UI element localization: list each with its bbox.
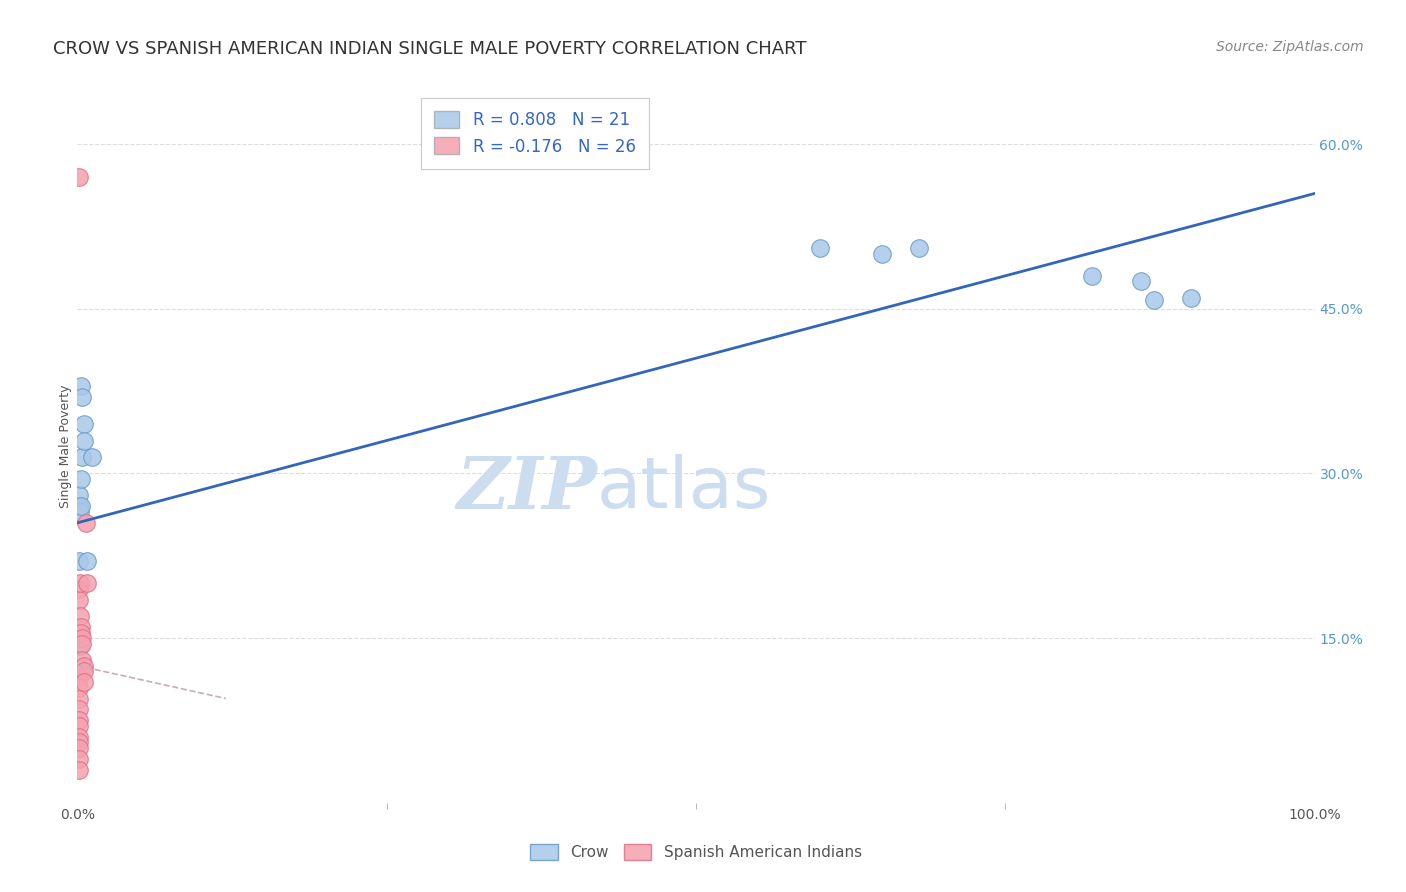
Text: CROW VS SPANISH AMERICAN INDIAN SINGLE MALE POVERTY CORRELATION CHART: CROW VS SPANISH AMERICAN INDIAN SINGLE M… xyxy=(53,40,807,58)
Point xyxy=(67,669,90,683)
Point xyxy=(70,620,93,634)
Point xyxy=(67,730,90,744)
Point xyxy=(72,390,94,404)
Point xyxy=(72,417,94,431)
Legend: R = 0.808   N = 21, R = -0.176   N = 26: R = 0.808 N = 21, R = -0.176 N = 26 xyxy=(422,97,650,169)
Point xyxy=(76,554,98,568)
Point xyxy=(70,378,93,392)
Point xyxy=(72,653,94,667)
Point xyxy=(70,500,93,514)
Point xyxy=(67,582,90,596)
Point xyxy=(1143,293,1166,307)
Point xyxy=(67,691,90,706)
Point xyxy=(67,592,90,607)
Point xyxy=(69,576,91,591)
Point xyxy=(1180,291,1202,305)
Point xyxy=(72,450,94,464)
Point xyxy=(67,714,90,728)
Point xyxy=(67,169,90,184)
Point xyxy=(67,681,90,695)
Point xyxy=(67,763,90,777)
Point xyxy=(67,735,90,749)
Point xyxy=(72,637,94,651)
Point xyxy=(1130,274,1153,288)
Point xyxy=(67,500,90,514)
Point xyxy=(69,609,91,624)
Point xyxy=(76,576,98,591)
Text: ZIP: ZIP xyxy=(456,453,598,524)
Text: atlas: atlas xyxy=(598,454,772,524)
Point xyxy=(72,664,94,678)
Point xyxy=(67,702,90,716)
Point xyxy=(72,434,94,448)
Point xyxy=(67,740,90,755)
Point xyxy=(82,450,104,464)
Point xyxy=(67,488,90,502)
Point xyxy=(69,505,91,519)
Point xyxy=(75,516,97,530)
Point xyxy=(72,675,94,690)
Point xyxy=(67,752,90,766)
Point xyxy=(808,241,831,255)
Point xyxy=(870,247,893,261)
Point xyxy=(907,241,929,255)
Point xyxy=(67,554,90,568)
Point xyxy=(69,639,91,653)
Point xyxy=(67,719,90,733)
Point xyxy=(70,472,93,486)
Point xyxy=(70,625,93,640)
Point xyxy=(1081,268,1104,283)
Point xyxy=(72,631,94,645)
Text: Source: ZipAtlas.com: Source: ZipAtlas.com xyxy=(1216,40,1364,54)
Y-axis label: Single Male Poverty: Single Male Poverty xyxy=(59,384,72,508)
Point xyxy=(72,658,94,673)
